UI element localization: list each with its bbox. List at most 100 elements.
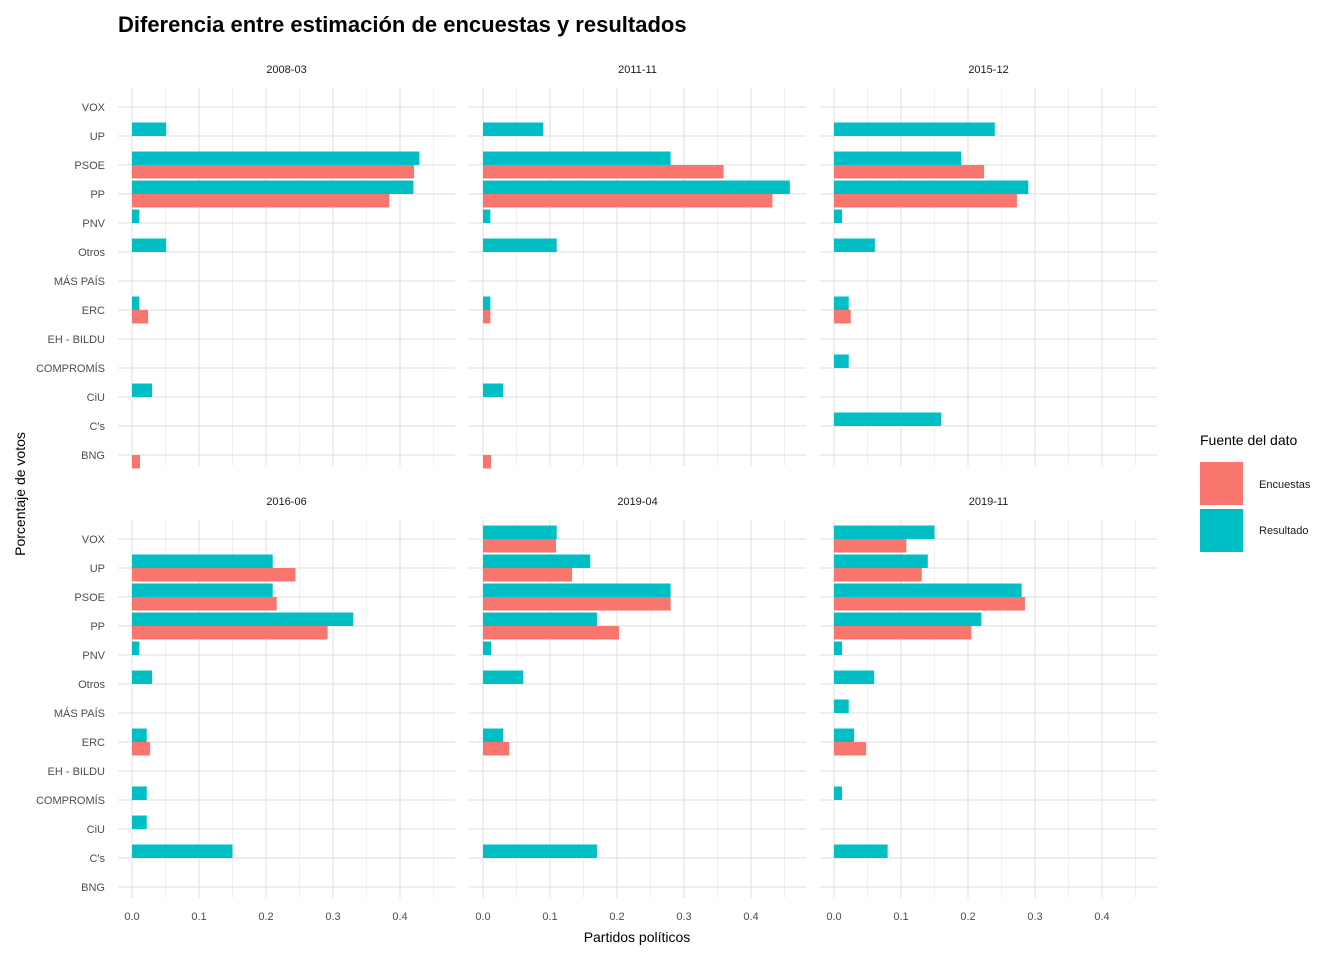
bar-resultado-erc xyxy=(834,728,855,742)
bar-resultado-compromís xyxy=(132,786,147,800)
bar-resultado-psoe xyxy=(132,583,273,597)
bar-encuestas-psoe xyxy=(132,597,277,611)
y-tick-label: VOX xyxy=(82,534,106,546)
bar-encuestas-pp xyxy=(834,194,1017,208)
bar-resultado-c-s xyxy=(834,412,942,426)
bar-resultado-otros xyxy=(132,238,167,252)
x-tick-label: 0.4 xyxy=(392,911,407,923)
bar-resultado-up xyxy=(132,554,273,568)
bar-resultado-psoe xyxy=(483,583,671,597)
bar-resultado-compromís xyxy=(834,786,843,800)
x-tick-label: 0.2 xyxy=(258,911,273,923)
y-tick-label: EH - BILDU xyxy=(48,766,106,778)
bar-encuestas-vox xyxy=(483,539,557,553)
y-tick-label: PNV xyxy=(82,650,105,662)
y-tick-label: PP xyxy=(90,189,105,201)
bar-resultado-erc xyxy=(132,296,140,310)
y-tick-label: UP xyxy=(90,563,105,575)
y-tick-label: PSOE xyxy=(74,592,105,604)
bar-resultado-psoe xyxy=(834,151,962,165)
legend-label-resultado: Resultado xyxy=(1259,525,1309,537)
y-tick-label: EH - BILDU xyxy=(48,334,106,346)
facet-panels: 2008-03 VOX UP PSOE PP PNV Otros MÁS PAÍS ERC EH … xyxy=(36,64,1157,923)
x-tick-label: 0.0 xyxy=(826,911,841,923)
y-axis-title: Porcentaje de votos xyxy=(12,432,28,556)
bar-encuestas-pp xyxy=(834,626,972,640)
facet-panel-2019-04: 2019-04 0.0 0.1 0.2 0.3 0.4 xyxy=(469,496,806,923)
legend-swatch-encuestas xyxy=(1200,462,1243,505)
bar-resultado-erc xyxy=(483,296,491,310)
bar-resultado-otros xyxy=(132,670,153,684)
x-tick-label: 0.0 xyxy=(124,911,139,923)
bar-resultado-pnv xyxy=(483,641,492,655)
bar-resultado-otros xyxy=(483,238,557,252)
bar-encuestas-pp xyxy=(483,194,773,208)
bar-resultado-pnv xyxy=(132,641,140,655)
facet-panel-2011-11: 2011-11 xyxy=(469,64,806,469)
y-tick-label: MÁS PAÍS xyxy=(54,707,105,720)
bar-resultado-up xyxy=(483,122,544,136)
bar-encuestas-pp xyxy=(483,626,620,640)
bar-encuestas-vox xyxy=(834,539,907,553)
bar-resultado-pnv xyxy=(834,641,843,655)
bar-resultado-psoe xyxy=(483,151,671,165)
bar-resultado-ciu xyxy=(132,815,147,829)
bar-resultado-c-s xyxy=(132,844,233,858)
legend: Fuente del dato Encuestas Resultado xyxy=(1200,432,1311,552)
y-tick-label: PSOE xyxy=(74,160,105,172)
bar-encuestas-up xyxy=(132,568,296,582)
y-tick-label: Otros xyxy=(78,247,105,259)
bar-resultado-up xyxy=(132,122,167,136)
facet-strip-label: 2019-04 xyxy=(617,496,657,508)
bar-encuestas-psoe xyxy=(834,597,1025,611)
y-tick-label: Otros xyxy=(78,679,105,691)
x-tick-label: 0.3 xyxy=(676,911,691,923)
bar-resultado-pp xyxy=(483,612,597,626)
bar-resultado-ciu xyxy=(483,383,504,397)
y-tick-label: PNV xyxy=(82,218,105,230)
bar-encuestas-erc xyxy=(132,742,151,756)
bar-encuestas-up xyxy=(483,568,573,582)
y-tick-label: CiU xyxy=(87,392,105,404)
y-tick-label: UP xyxy=(90,131,105,143)
bar-encuestas-erc xyxy=(132,310,149,324)
bar-encuestas-erc xyxy=(483,742,510,756)
x-tick-label: 0.1 xyxy=(893,911,908,923)
bar-resultado-erc xyxy=(483,728,504,742)
y-tick-label: PP xyxy=(90,621,105,633)
facet-panel-2016-06: 2016-06 VOX UP PSOE PP PNV Otros MÁS PAÍS ERC EH … xyxy=(36,496,455,923)
bar-resultado-pnv xyxy=(483,209,491,223)
bar-encuestas-psoe xyxy=(483,165,724,179)
facet-panel-2008-03: 2008-03 VOX UP PSOE PP PNV Otros MÁS PAÍS ERC EH … xyxy=(36,64,455,469)
y-tick-label: BNG xyxy=(81,450,105,462)
bar-encuestas-psoe xyxy=(834,165,985,179)
y-tick-label: COMPROMÍS xyxy=(36,362,105,375)
bar-resultado-otros xyxy=(483,670,524,684)
bar-encuestas-psoe xyxy=(132,165,415,179)
bar-resultado-pp xyxy=(132,612,354,626)
bar-resultado-compromís xyxy=(834,354,849,368)
y-tick-label: C's xyxy=(89,853,105,865)
legend-swatch-resultado xyxy=(1200,509,1243,552)
bar-encuestas-erc xyxy=(834,310,851,324)
bar-encuestas-up xyxy=(834,568,922,582)
facet-strip-label: 2015-12 xyxy=(968,64,1008,76)
x-tick-label: 0.1 xyxy=(191,911,206,923)
bar-resultado-otros xyxy=(834,238,875,252)
x-tick-label: 0.4 xyxy=(1094,911,1109,923)
x-tick-label: 0.2 xyxy=(960,911,975,923)
y-tick-label: MÁS PAÍS xyxy=(54,275,105,288)
x-tick-label: 0.4 xyxy=(743,911,758,923)
bar-resultado-pnv xyxy=(834,209,843,223)
bar-resultado-pp xyxy=(834,612,982,626)
chart-title: Diferencia entre estimación de encuestas… xyxy=(118,12,687,37)
bar-resultado-psoe xyxy=(834,583,1022,597)
y-tick-label: ERC xyxy=(82,305,105,317)
x-axis-title: Partidos políticos xyxy=(584,929,691,945)
bar-resultado-up xyxy=(834,122,995,136)
bar-encuestas-erc xyxy=(483,310,491,324)
x-tick-label: 0.2 xyxy=(609,911,624,923)
bar-resultado-up xyxy=(834,554,928,568)
y-tick-label: ERC xyxy=(82,737,105,749)
